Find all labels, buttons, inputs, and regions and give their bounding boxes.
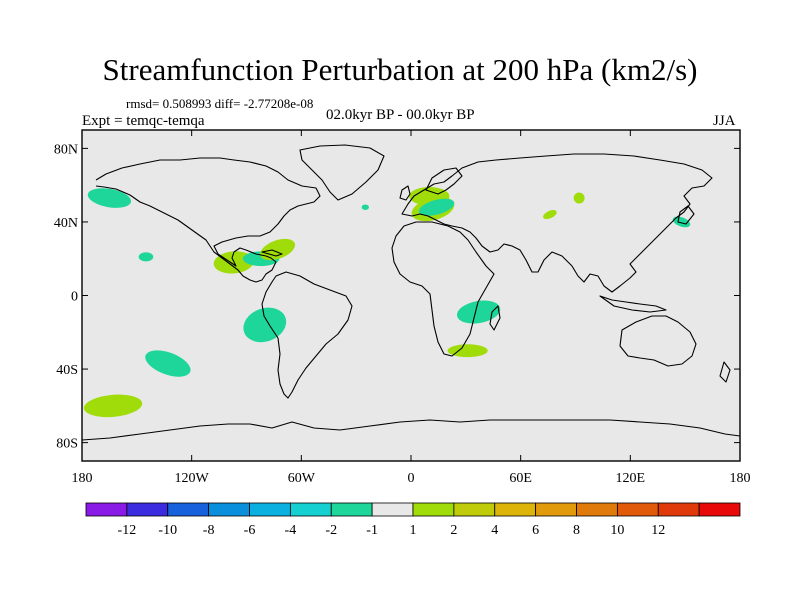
colorbar-swatch <box>289 502 332 517</box>
coastline-north-america <box>95 157 321 283</box>
colorbar-label: 1 <box>410 523 417 538</box>
colorbar-swatch <box>249 502 291 517</box>
x-tick-label: 180 <box>72 471 93 486</box>
y-tick-label: 40S <box>56 363 78 378</box>
colorbar-label: 6 <box>532 523 539 538</box>
coastline-greenland <box>299 144 385 201</box>
anomaly-patch <box>145 350 191 377</box>
anomaly-patch <box>138 252 154 262</box>
coastline-australia <box>619 315 697 367</box>
x-tick-label: 0 <box>408 471 415 486</box>
coastline-antarctica <box>82 419 740 441</box>
x-tick-label: 180 <box>730 471 751 486</box>
colorbar-swatch <box>167 502 210 517</box>
y-tick-label: 40N <box>54 216 78 231</box>
colorbar-swatch <box>126 502 169 517</box>
x-axis-ticks: 180 120W 60W 0 60E 120E 180 <box>72 130 751 486</box>
colorbar-label: 12 <box>651 523 665 538</box>
coastline-japan <box>677 205 695 225</box>
anomaly-patch <box>447 344 488 358</box>
colorbar-swatch <box>453 502 496 517</box>
anomaly-patch <box>260 238 296 261</box>
colorbar-label: -10 <box>158 523 177 538</box>
x-tick-label: 60E <box>509 471 532 486</box>
anomaly-patch <box>418 198 455 216</box>
anomaly-patch <box>543 210 557 220</box>
coastline-uk <box>399 185 411 201</box>
coastline-cuba <box>261 249 283 257</box>
colorbar-swatch <box>412 502 455 517</box>
colorbar-swatch <box>657 502 700 517</box>
colorbar-swatch <box>494 502 537 517</box>
coastline-south-america <box>261 271 353 399</box>
experiment-label: Expt = temqc-temqa <box>82 113 205 129</box>
colorbar-label: -2 <box>325 523 337 538</box>
anomaly-patch <box>456 300 501 324</box>
statistics-label: rmsd= 0.508993 diff= -2.77208e-08 <box>126 96 314 111</box>
x-tick-label: 60W <box>288 471 316 486</box>
y-tick-label: 0 <box>71 290 78 305</box>
coastline-eurasia <box>401 153 713 293</box>
colorbar-swatch <box>698 502 741 517</box>
coastline-new-zealand <box>719 361 731 383</box>
anomaly-patch <box>87 188 132 208</box>
colorbar-swatch <box>371 502 414 517</box>
coastlines <box>82 144 740 441</box>
y-tick-label: 80S <box>56 437 78 452</box>
colorbar-label: 8 <box>573 523 580 538</box>
coastline-madagascar <box>489 305 501 331</box>
colorbar-label: 10 <box>610 523 624 538</box>
colorbar: -12 -10 -8 -6 -4 -2 -1 1 2 4 6 8 10 12 <box>85 502 741 538</box>
colorbar-label: -1 <box>366 523 378 538</box>
map-background <box>82 130 740 461</box>
colorbar-label: 4 <box>491 523 498 538</box>
y-tick-label: 80N <box>54 142 78 157</box>
colorbar-swatch <box>208 502 250 517</box>
colorbar-label: -4 <box>285 523 297 538</box>
colorbar-swatch <box>616 502 659 517</box>
anomaly-patch <box>361 204 369 210</box>
anomaly-patch <box>573 192 585 204</box>
colorbar-swatch <box>85 502 128 517</box>
x-tick-label: 120W <box>175 471 210 486</box>
colorbar-label: -6 <box>244 523 256 538</box>
period-label: 02.0kyr BP - 00.0kyr BP <box>326 107 475 123</box>
colorbar-swatch <box>535 502 577 517</box>
anomaly-patch <box>83 394 143 418</box>
x-tick-label: 120E <box>616 471 646 486</box>
colorbar-label: -12 <box>118 523 137 538</box>
anomaly-patch <box>672 216 691 228</box>
y-axis-ticks: 80N 40N 0 40S 80S <box>54 142 740 452</box>
colorbar-label: 2 <box>450 523 457 538</box>
colorbar-swatch <box>330 502 373 517</box>
coastline-indonesia <box>599 295 667 313</box>
coastline-scandinavia <box>425 167 463 195</box>
anomaly-layer <box>83 187 691 418</box>
colorbar-swatch <box>576 502 618 517</box>
map-title: Streamfunction Perturbation at 200 hPa (… <box>102 52 698 87</box>
coastline-africa <box>391 221 495 357</box>
season-label: JJA <box>713 113 736 129</box>
colorbar-label: -8 <box>203 523 215 538</box>
